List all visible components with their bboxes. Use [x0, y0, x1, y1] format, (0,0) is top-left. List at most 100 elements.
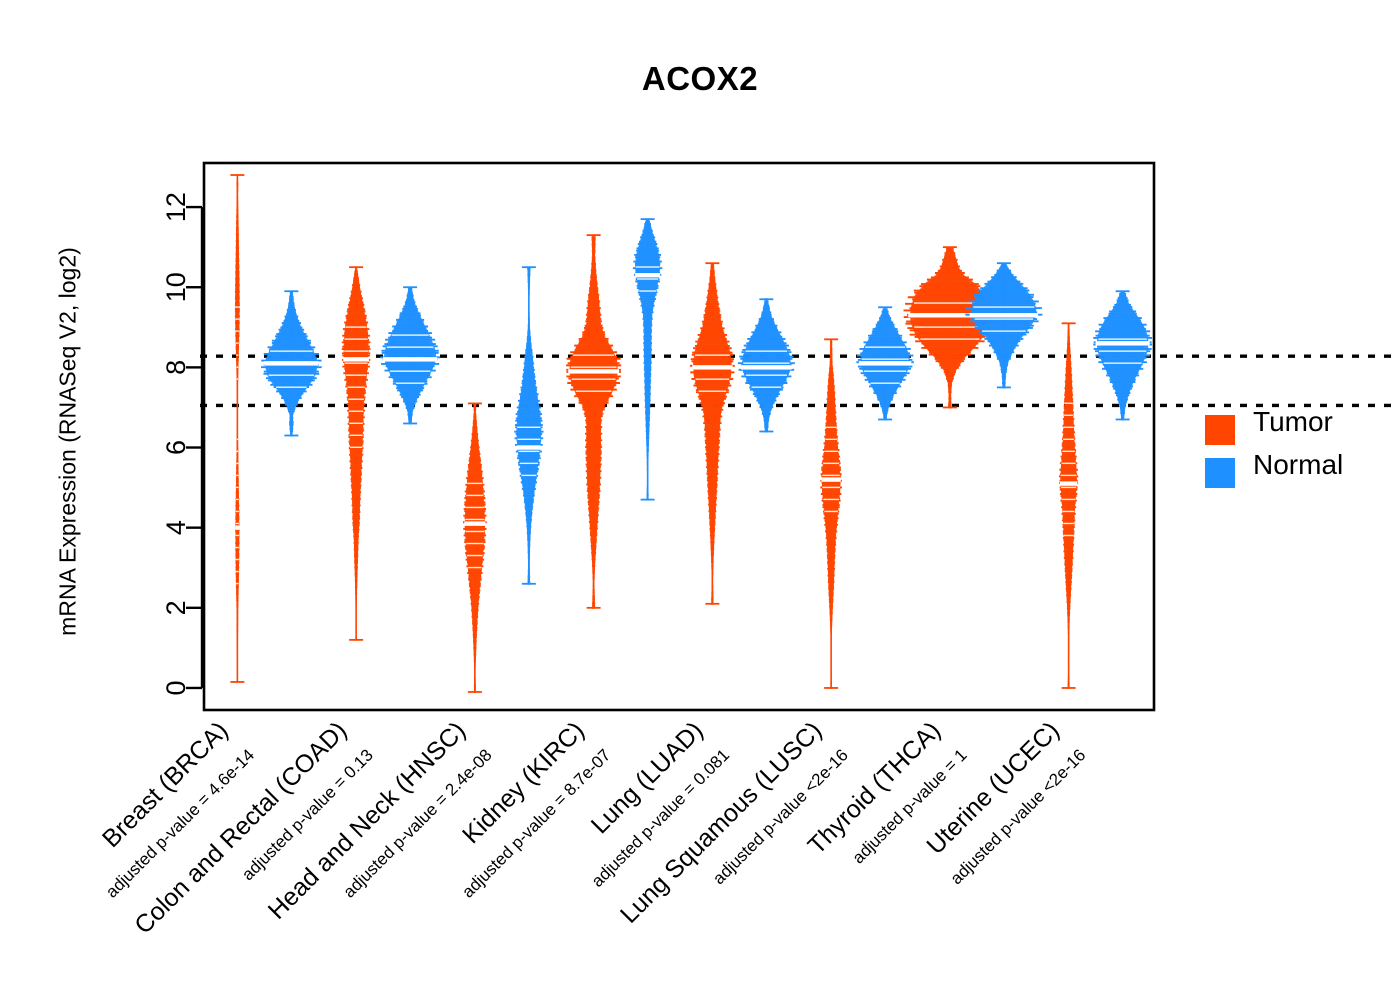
- violin-normal: [965, 262, 1043, 389]
- violin-striation: [467, 482, 483, 485]
- violin-striation: [823, 462, 840, 465]
- violin-striation: [825, 438, 837, 441]
- violin-striation: [349, 434, 363, 436]
- violin-quartile-gap: [821, 477, 841, 482]
- violin-striation: [822, 486, 840, 489]
- violin-striation: [391, 334, 429, 336]
- violin-striation: [1062, 510, 1075, 513]
- y-axis: 0 2 4 6 8 10 12: [161, 192, 204, 695]
- violin-striation: [1064, 414, 1074, 416]
- violin-body: [693, 263, 732, 604]
- violin-striation: [751, 386, 782, 388]
- violin-striation: [1062, 450, 1075, 453]
- violin-striation: [346, 374, 367, 376]
- violin-striation: [235, 342, 239, 344]
- violin-tumor: [820, 338, 843, 689]
- violin-quartile-gap: [464, 521, 486, 526]
- violin-striation: [465, 506, 485, 509]
- violin-striation: [1061, 462, 1076, 465]
- violin-striation: [823, 498, 839, 501]
- violin-striation: [973, 306, 1035, 308]
- violin-striation: [236, 378, 239, 380]
- violin-striation: [268, 374, 315, 376]
- legend-swatch-tumor: [1205, 415, 1235, 445]
- y-axis-tick-label: 2: [161, 600, 191, 615]
- violin-striation: [570, 366, 617, 368]
- violin-striation: [386, 346, 434, 348]
- page-title: ACOX2: [641, 60, 759, 97]
- violin-striation: [276, 386, 307, 388]
- violin-body: [343, 267, 369, 640]
- violin-striation: [864, 370, 907, 372]
- violin-striation: [266, 362, 316, 364]
- violin-striation: [389, 370, 431, 372]
- violin-striation: [235, 522, 240, 525]
- violin-striation: [1063, 438, 1075, 441]
- violin-tumor: [689, 262, 735, 605]
- violin-striation: [235, 510, 240, 513]
- y-axis-tick-label: 10: [161, 272, 191, 302]
- y-axis-tick-label: 4: [161, 520, 191, 535]
- violin-striation: [1098, 338, 1147, 340]
- violin-striation: [982, 330, 1026, 332]
- violin-striation: [236, 582, 239, 585]
- violin-striation: [236, 354, 239, 356]
- violin-quartile-gap: [858, 361, 912, 366]
- violin-quartile-gap: [1095, 341, 1150, 346]
- violin-striation: [236, 474, 239, 477]
- violin-quartile-gap: [235, 525, 240, 530]
- violin-striation: [571, 378, 616, 380]
- violin-striation: [465, 518, 485, 521]
- violin-striation: [743, 362, 790, 364]
- violin-body: [464, 403, 485, 692]
- violin-striation: [235, 534, 240, 537]
- violin-striation: [517, 426, 541, 428]
- violin-quartile-gap: [741, 365, 792, 370]
- violin-striation: [395, 382, 425, 384]
- violin-body: [569, 235, 618, 608]
- violin-quartile-gap: [635, 273, 661, 278]
- violin-body: [384, 287, 437, 424]
- violin-body: [635, 219, 661, 500]
- violin-striation: [639, 290, 657, 292]
- violin-striation: [236, 366, 239, 368]
- violin-striation: [517, 438, 541, 441]
- y-axis-tick-label: 12: [161, 192, 191, 222]
- violin-tumor: [230, 174, 245, 683]
- violin-tumor: [566, 234, 622, 609]
- violin-striation: [865, 346, 906, 348]
- violin-striation: [1098, 350, 1147, 352]
- violin-tumor: [1059, 322, 1079, 689]
- violin-striation: [348, 410, 364, 412]
- violin-striation: [466, 542, 484, 545]
- violin-quartile-gap: [1059, 481, 1078, 486]
- violin-striation: [349, 422, 363, 424]
- violin-striation: [637, 278, 659, 280]
- violin-striation: [870, 382, 900, 384]
- violin-body: [235, 175, 240, 682]
- violin-normal: [1093, 290, 1153, 421]
- violin-striation: [519, 462, 538, 465]
- violin-striation: [350, 446, 363, 449]
- violin-striation: [824, 450, 838, 453]
- violin-striation: [698, 390, 727, 392]
- violin-body: [1096, 291, 1149, 420]
- violin-quartile-gap: [343, 357, 370, 362]
- violin-striation: [344, 338, 368, 340]
- violin-striation: [745, 374, 787, 376]
- y-axis-tick-label: 8: [161, 360, 191, 375]
- violin-striation: [694, 354, 730, 356]
- legend-label-tumor: Tumor: [1253, 406, 1333, 437]
- violin-striation: [467, 554, 483, 557]
- violin-striation: [347, 386, 365, 388]
- violin-striation: [235, 330, 240, 332]
- violin-striation: [745, 350, 788, 352]
- violin-striation: [345, 326, 367, 328]
- violin-striation: [920, 338, 980, 340]
- violin-body: [821, 339, 841, 688]
- violin-body: [1060, 323, 1078, 688]
- violin-striation: [235, 306, 240, 308]
- violin-striation: [635, 266, 660, 268]
